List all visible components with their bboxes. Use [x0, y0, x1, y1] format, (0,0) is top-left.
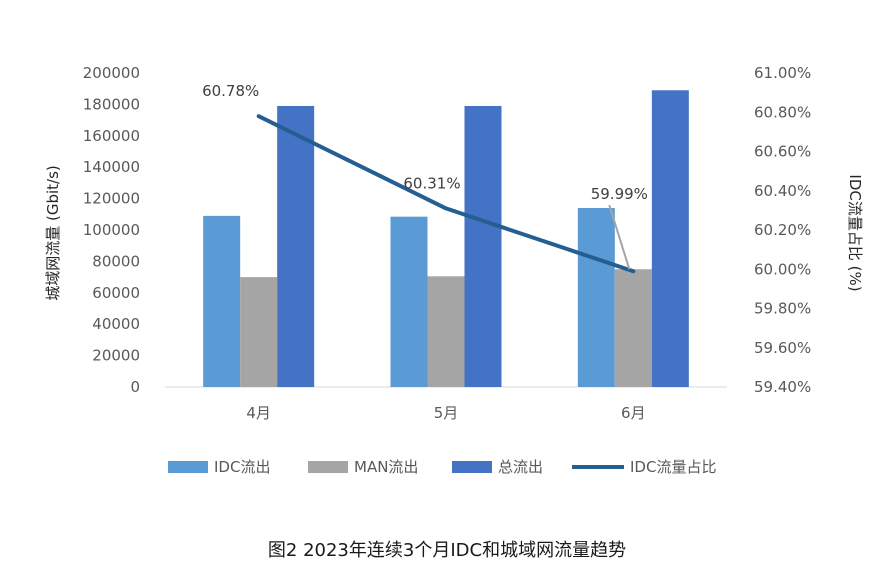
y-left-tick-label: 80000	[92, 252, 140, 270]
legend-swatch	[308, 461, 348, 473]
bar-总流出-6月	[651, 90, 689, 388]
legend: IDC流出 MAN流出 总流出 IDC流量占比	[168, 458, 716, 476]
y-axis-left-title: 城域网流量 (Gbit/s)	[44, 165, 62, 301]
line-data-label: 60.31%	[403, 174, 460, 192]
category-label: 4月	[246, 404, 271, 422]
legend-label: IDC流量占比	[630, 458, 716, 476]
legend-label: MAN流出	[354, 458, 418, 476]
line-data-label: 60.78%	[202, 82, 259, 100]
y-left-tick-label: 120000	[83, 190, 140, 208]
y-left-tick-label: 0	[130, 378, 140, 396]
y-right-tick-label: 60.20%	[754, 221, 811, 239]
legend-swatch	[452, 461, 492, 473]
y-right-tick-label: 59.80%	[754, 300, 811, 318]
bar-MAN流出-6月	[614, 269, 652, 387]
bar-IDC流出-6月	[577, 208, 615, 387]
bar-总流出-5月	[464, 105, 502, 387]
legend-label: 总流出	[498, 458, 543, 476]
ratio-line-layer: 60.78% 60.31% 59.99%	[202, 82, 648, 274]
bars	[203, 90, 689, 388]
figure-caption: 图2 2023年连续3个月IDC和城域网流量趋势	[267, 540, 627, 561]
bar-MAN流出-4月	[240, 277, 278, 387]
bar-IDC流出-5月	[390, 216, 428, 387]
y-right-tick-label: 60.80%	[754, 103, 811, 121]
y-left-tick-label: 100000	[83, 221, 140, 239]
line-data-label: 59.99%	[591, 185, 648, 203]
y-axis-right-title: IDC流量占比 (%)	[846, 174, 864, 291]
ratio-line	[256, 114, 636, 274]
left-axis-ticks: 0 20000 40000 60000 80000 100000 120000 140000 1…	[83, 64, 140, 396]
data-label-leader	[608, 204, 631, 270]
y-right-tick-label: 60.00%	[754, 260, 811, 278]
y-right-tick-label: 61.00%	[754, 64, 811, 82]
y-left-tick-label: 60000	[92, 284, 140, 302]
y-left-tick-label: 20000	[92, 347, 140, 365]
category-label: 5月	[434, 404, 459, 422]
legend-label: IDC流出	[214, 458, 270, 476]
right-axis-ticks: 59.40% 59.60% 59.80% 60.00% 60.20% 60.40% 60.6…	[754, 64, 811, 396]
bar-MAN流出-5月	[427, 276, 465, 387]
y-right-tick-label: 60.60%	[754, 143, 811, 161]
legend-swatch	[168, 461, 208, 473]
y-left-tick-label: 40000	[92, 315, 140, 333]
y-left-tick-label: 160000	[83, 127, 140, 145]
bar-总流出-4月	[277, 105, 315, 387]
y-right-tick-label: 59.60%	[754, 339, 811, 357]
category-label: 6月	[621, 404, 646, 422]
chart: 0 20000 40000 60000 80000 100000 120000 140000 1…	[44, 64, 864, 476]
category-labels: 4月 5月 6月	[246, 404, 645, 422]
y-right-tick-label: 59.40%	[754, 378, 811, 396]
y-right-tick-label: 60.40%	[754, 182, 811, 200]
bar-IDC流出-4月	[203, 215, 241, 387]
y-left-tick-label: 200000	[83, 64, 140, 82]
y-left-tick-label: 180000	[83, 95, 140, 113]
y-left-tick-label: 140000	[83, 158, 140, 176]
